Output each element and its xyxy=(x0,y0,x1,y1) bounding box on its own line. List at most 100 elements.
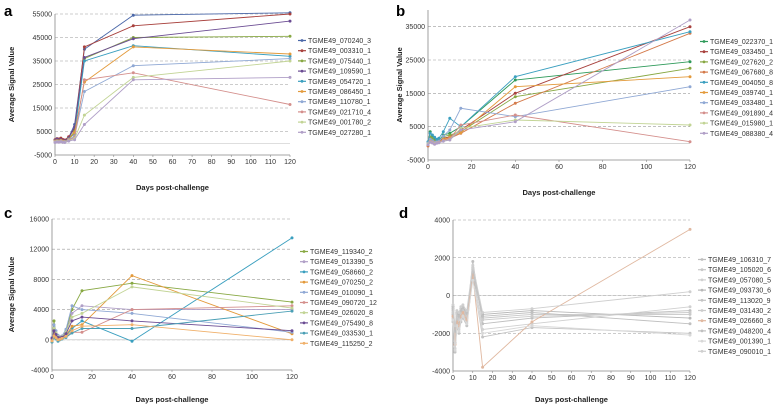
series-line xyxy=(51,275,293,341)
legend-marker xyxy=(302,280,306,284)
series-line xyxy=(427,61,691,143)
data-point xyxy=(52,327,56,330)
data-point xyxy=(688,227,692,231)
data-point xyxy=(471,278,475,282)
series-line xyxy=(54,58,291,143)
y-tick-label: 35000 xyxy=(406,24,426,31)
series-TGME49_105020_6 xyxy=(451,265,692,335)
legend-label: TGME49_105020_6 xyxy=(708,267,771,274)
series-line xyxy=(54,60,291,143)
x-tick-label: 40 xyxy=(129,159,137,166)
legend-entry: TGME49_088380_4 xyxy=(700,131,773,138)
legend-marker xyxy=(700,319,704,323)
series-line xyxy=(51,286,293,340)
y-tick-label: 2000 xyxy=(434,255,450,262)
legend-entry: TGME49_075440_1 xyxy=(298,58,371,65)
series-TGME49_033530_1 xyxy=(50,309,294,344)
x-tick-label: 60 xyxy=(168,374,176,381)
legend-marker xyxy=(300,90,304,93)
data-point xyxy=(428,131,432,135)
data-point xyxy=(70,331,74,335)
y-tick-label: 5000 xyxy=(409,124,425,131)
x-tick-label: 90 xyxy=(227,159,235,166)
legend-label: TGME49_070240_3 xyxy=(308,38,371,45)
series-TGME49_026660_8 xyxy=(451,227,692,369)
series-line xyxy=(51,305,292,340)
x-tick-label: 40 xyxy=(528,375,536,382)
legend-label: TGME49_113020_9 xyxy=(708,298,771,305)
data-point xyxy=(441,139,445,143)
legend-marker xyxy=(700,339,704,343)
data-point xyxy=(471,263,475,267)
legend-entry: TGME49_026660_8 xyxy=(698,318,771,325)
legend-label: TGME49_004050_8 xyxy=(710,80,773,87)
x-tick-label: 120 xyxy=(284,159,296,166)
data-point xyxy=(457,329,461,333)
data-point xyxy=(60,336,64,340)
series-TGME49_088380_4 xyxy=(426,18,692,147)
y-tick-label: 55000 xyxy=(33,12,53,19)
y-tick-label: 0 xyxy=(45,337,49,344)
data-point xyxy=(80,311,84,315)
legend-entry: TGME49_093730_6 xyxy=(698,288,771,295)
data-point xyxy=(80,308,84,312)
data-point xyxy=(513,113,517,117)
data-point xyxy=(70,315,74,319)
series-TGME49_027280_1 xyxy=(53,75,292,144)
legend-entry: TGME49_013390_5 xyxy=(300,259,373,266)
legend-label: TGME49_075490_8 xyxy=(310,320,373,327)
legend-label: TGME49_027620_2 xyxy=(710,59,773,66)
data-point xyxy=(130,311,134,315)
data-point xyxy=(448,128,452,132)
data-point xyxy=(288,19,292,23)
data-point xyxy=(459,318,463,322)
legend-marker xyxy=(302,301,306,304)
data-point xyxy=(130,308,134,312)
data-point xyxy=(288,75,292,79)
data-point xyxy=(63,141,67,144)
legend-marker xyxy=(300,79,304,83)
series-TGME49_054720_1 xyxy=(53,44,292,144)
series-TGME49_027620_2 xyxy=(426,66,692,144)
x-tick-label: 100 xyxy=(640,164,652,171)
data-point xyxy=(288,52,292,56)
y-tick-label: 25000 xyxy=(406,58,426,65)
chart-panel-a: a -5000 5000 15000 25000 35000 45000 55000 0 10 20… xyxy=(4,3,371,192)
data-point xyxy=(457,314,461,318)
series-TGME49_090010_1 xyxy=(451,263,692,328)
series-TGME49_070240_3 xyxy=(53,11,292,143)
data-point xyxy=(290,329,294,333)
legend-marker xyxy=(302,331,306,335)
data-point xyxy=(54,336,58,340)
x-tick-label: 20 xyxy=(90,159,98,166)
x-tick-label: 120 xyxy=(286,374,298,381)
y-tick-label: 4000 xyxy=(33,307,49,314)
legend-entry: TGME49_033450_1 xyxy=(700,49,773,56)
data-point xyxy=(513,85,517,89)
series-TGME49_001390_1 xyxy=(451,278,692,352)
legend-label: TGME49_027280_1 xyxy=(308,130,371,137)
series-line xyxy=(54,12,291,142)
data-point xyxy=(130,323,134,327)
legend-marker xyxy=(302,270,306,274)
y-tick-label: 8000 xyxy=(33,277,49,284)
y-axis-title: Average Signal Value xyxy=(7,47,16,123)
legend-label: TGME49_067680_8 xyxy=(710,70,773,77)
data-point xyxy=(52,319,56,323)
data-point xyxy=(288,59,292,63)
series-TGME49_115250_2 xyxy=(50,323,294,343)
data-point xyxy=(82,59,86,63)
legend-label: TGME49_001390_1 xyxy=(708,339,771,346)
data-point xyxy=(448,116,452,120)
x-tick-label: 60 xyxy=(568,375,576,382)
data-point xyxy=(437,141,441,145)
legend-marker xyxy=(300,130,304,134)
data-point xyxy=(451,318,455,322)
data-point xyxy=(688,85,692,89)
data-point xyxy=(80,315,84,319)
legend-marker xyxy=(302,250,306,253)
legend-entry: TGME49_001390_1 xyxy=(698,339,771,346)
legend-label: TGME49_109590_1 xyxy=(308,69,371,76)
data-point xyxy=(688,75,692,79)
